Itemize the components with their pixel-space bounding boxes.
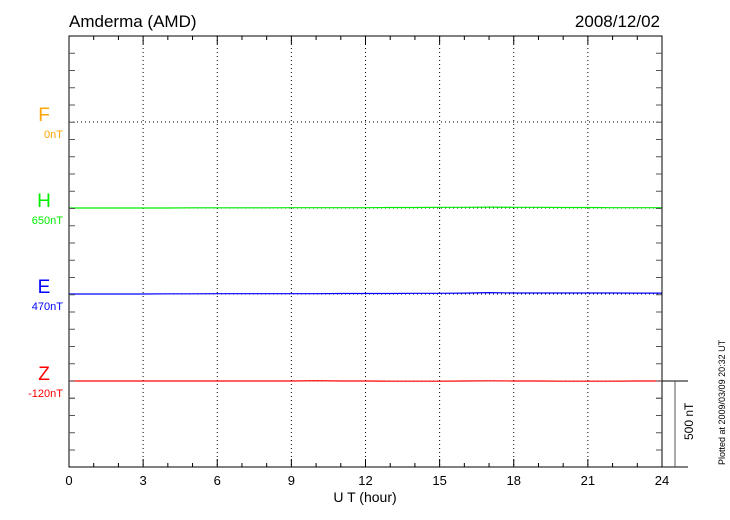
series-name-E: E	[38, 277, 51, 298]
x-tick-label: 12	[358, 473, 372, 488]
baseline-label-Z: -120nT	[28, 388, 63, 400]
series-name-Z: Z	[38, 364, 50, 385]
series-line-H	[69, 206, 662, 209]
baseline-label-E: 470nT	[32, 301, 63, 313]
x-tick-label: 6	[214, 473, 221, 488]
x-tick-label: 9	[288, 473, 295, 488]
x-tick-label: 18	[507, 473, 521, 488]
series-name-F: F	[38, 105, 50, 126]
x-tick-label: 3	[140, 473, 147, 488]
baseline-label-F: 0nT	[44, 129, 63, 141]
x-tick-label: 15	[432, 473, 446, 488]
x-tick-label: 24	[655, 473, 669, 488]
series-name-H: H	[37, 191, 51, 212]
x-axis-label: U T (hour)	[333, 489, 396, 505]
x-tick-label: 21	[581, 473, 595, 488]
scale-bar-label: 500 nT	[682, 402, 696, 440]
chart-title: Amderma (AMD)	[69, 12, 197, 31]
x-tick-label: 0	[65, 473, 72, 488]
series-line-Z	[69, 380, 662, 382]
plotted-at-footer: Plotted at 2009/03/09 20:32 UT	[717, 339, 727, 465]
series-line-E	[69, 291, 662, 295]
chart-date: 2008/12/02	[575, 12, 660, 31]
baseline-label-H: 650nT	[32, 215, 63, 227]
